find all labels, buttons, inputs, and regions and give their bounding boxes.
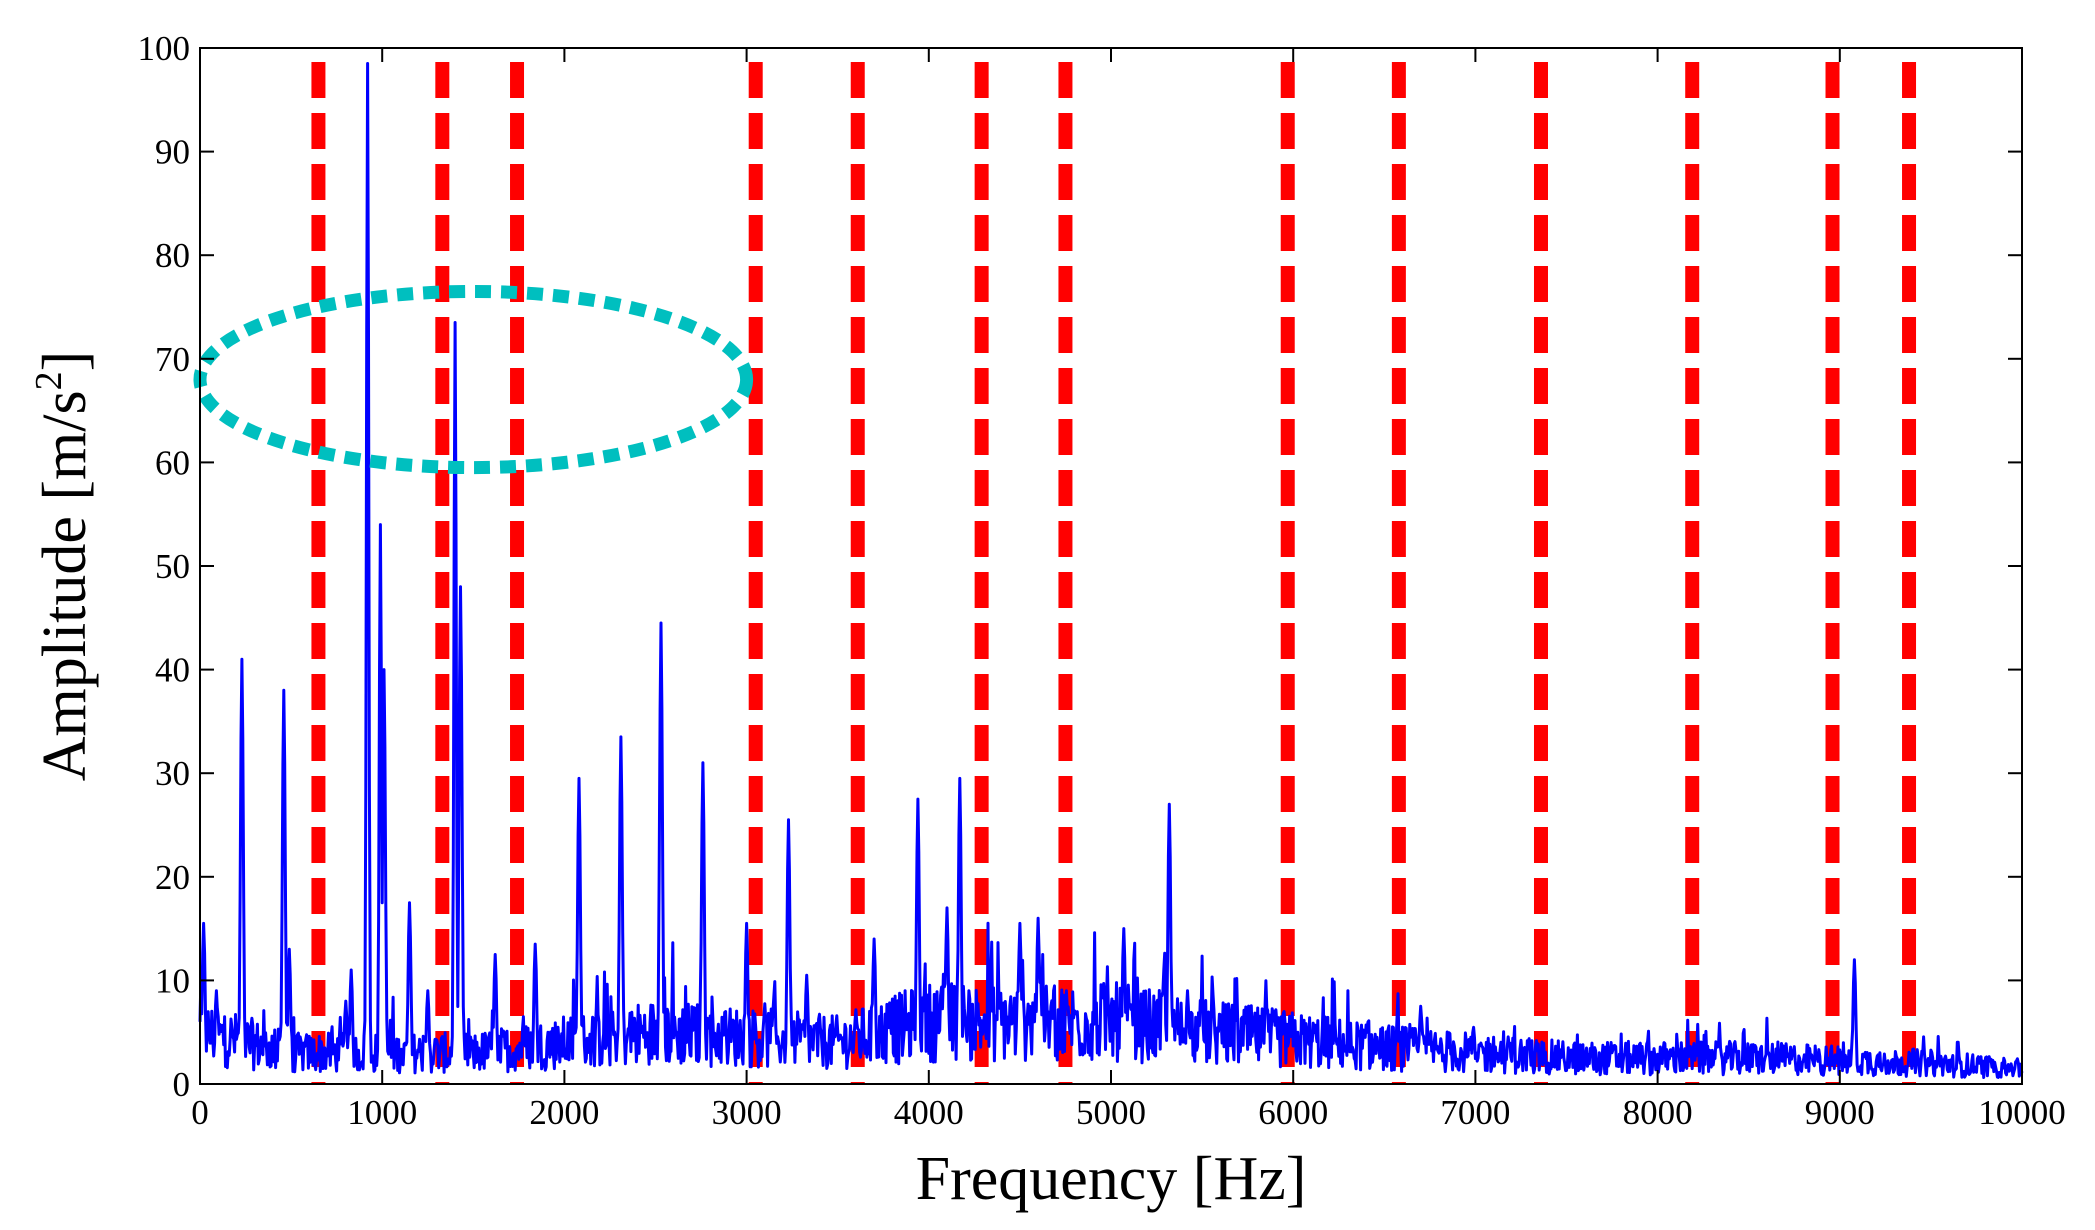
y-tick-label: 50 (155, 547, 190, 586)
y-axis-title-superscript: 2 (28, 371, 70, 390)
x-tick-label: 3000 (712, 1093, 782, 1132)
y-tick-label: 30 (155, 754, 190, 793)
y-tick-label: 10 (155, 961, 190, 1000)
x-tick-label: 7000 (1440, 1093, 1510, 1132)
y-tick-label: 80 (155, 236, 190, 275)
x-tick-label: 6000 (1258, 1093, 1328, 1132)
y-tick-label: 60 (155, 443, 190, 482)
y-tick-label: 90 (155, 133, 190, 172)
y-tick-label: 70 (155, 340, 190, 379)
x-tick-label: 5000 (1076, 1093, 1146, 1132)
x-tick-label: 8000 (1623, 1093, 1693, 1132)
x-axis-ticks: 0 1000 2000 3000 4000 5000 6000 7000 8000 9000 100… (191, 48, 2066, 1132)
x-tick-label: 10000 (1978, 1093, 2066, 1132)
y-tick-label: 0 (173, 1065, 191, 1104)
y-axis-title: Amplitude [m/s2] (28, 351, 99, 782)
x-tick-label: 2000 (529, 1093, 599, 1132)
y-tick-label: 100 (138, 29, 191, 68)
x-tick-label: 9000 (1805, 1093, 1875, 1132)
x-tick-label: 0 (191, 1093, 209, 1132)
series-layer (198, 62, 2024, 1079)
x-tick-label: 1000 (347, 1093, 417, 1132)
y-axis-title-prefix: Amplitude [m/s (31, 390, 99, 781)
y-tick-label: 40 (155, 651, 190, 690)
spectrum-series-line (198, 62, 2024, 1079)
y-tick-label: 20 (155, 858, 190, 897)
y-axis-ticks: 0 10 20 30 40 50 60 70 80 90 100 (138, 29, 2022, 1104)
y-axis-title-suffix: ] (31, 351, 99, 372)
x-axis-title: Frequency [Hz] (916, 1145, 1307, 1213)
vertical-markers (311, 62, 1917, 1084)
x-tick-label: 4000 (894, 1093, 964, 1132)
